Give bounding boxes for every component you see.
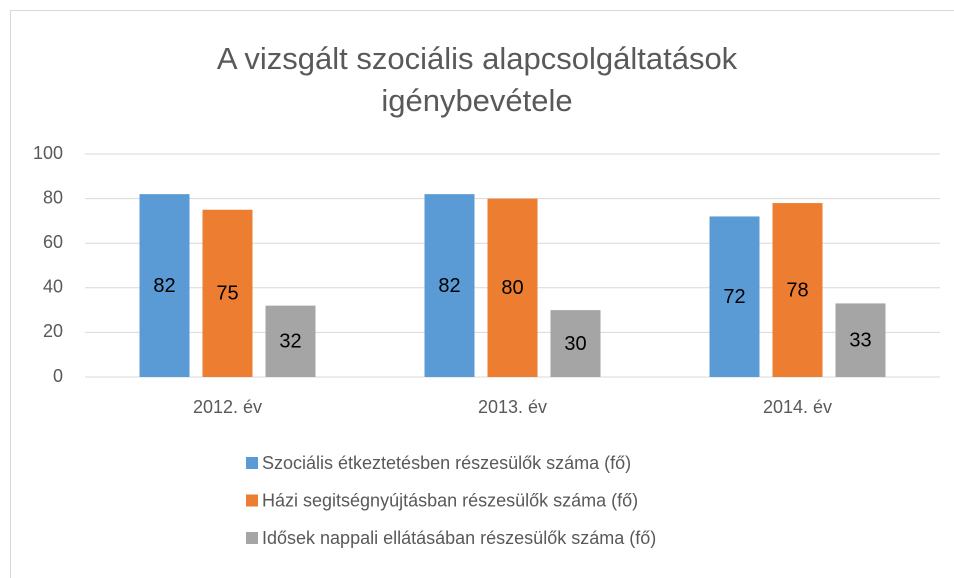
legend-swatch: [246, 532, 258, 544]
data-label: 80: [501, 277, 523, 299]
bar: [772, 203, 823, 377]
x-tick-label: 2014. év: [763, 397, 832, 417]
bar: [139, 194, 190, 377]
bar: [487, 198, 538, 377]
y-tick-label: 60: [43, 232, 63, 252]
bar: [202, 209, 253, 377]
data-label: 75: [216, 283, 238, 305]
y-tick-label: 20: [43, 321, 63, 341]
bar: [709, 216, 760, 377]
y-tick-label: 40: [43, 277, 63, 297]
data-label: 30: [564, 333, 586, 355]
bar: [835, 303, 886, 377]
chart-title: A vizsgált szociális alapcsolgáltatások …: [216, 41, 738, 118]
bar: [265, 305, 316, 377]
data-label: 82: [153, 275, 175, 297]
bar: [424, 194, 475, 377]
legend-swatch: [246, 494, 258, 507]
data-label: 78: [786, 279, 808, 301]
data-label: 82: [438, 275, 460, 297]
chart-border: [10, 10, 954, 578]
data-label: 33: [849, 329, 871, 351]
x-tick-label: 2013. év: [478, 397, 547, 417]
y-tick-label: 80: [43, 187, 63, 207]
y-tick-label: 0: [53, 366, 63, 386]
legend-label: Házi segitségnyújtásban részesülők száma…: [262, 490, 638, 510]
data-label: 32: [279, 331, 301, 353]
legend-label: Szociális étkeztetésben részesülők száma…: [262, 453, 631, 473]
data-label: 72: [723, 286, 745, 308]
bar: [550, 310, 601, 377]
legend-label: Idősek nappali ellátásában részesülők sz…: [262, 528, 656, 548]
y-tick-label: 100: [33, 143, 63, 163]
legend-swatch: [246, 457, 258, 469]
x-tick-label: 2012. év: [193, 397, 262, 417]
